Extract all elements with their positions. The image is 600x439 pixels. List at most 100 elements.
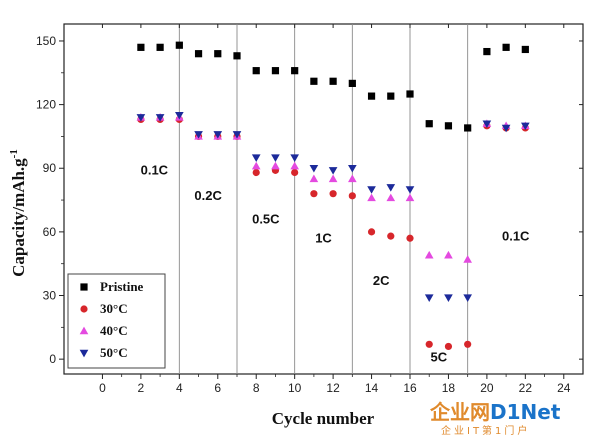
y-tick-label: 30 bbox=[43, 289, 57, 303]
data-point bbox=[387, 232, 395, 240]
data-point bbox=[444, 250, 453, 259]
data-point bbox=[483, 47, 491, 56]
x-tick-label: 10 bbox=[288, 381, 302, 395]
data-point bbox=[175, 41, 183, 49]
data-point bbox=[463, 255, 472, 263]
data-point bbox=[271, 154, 280, 162]
data-point bbox=[367, 228, 376, 236]
x-axis: 0 2 4 6 8 10 12 14 16 18 20 22 24 bbox=[99, 24, 571, 395]
data-point bbox=[251, 161, 261, 170]
data-point bbox=[502, 43, 510, 51]
x-tick-label: 22 bbox=[519, 381, 533, 395]
data-point bbox=[233, 52, 241, 60]
x-tick-label: 8 bbox=[253, 381, 260, 395]
legend-label: 50°C bbox=[100, 345, 128, 360]
x-tick-label: 24 bbox=[557, 381, 571, 395]
watermark-text-right: D1Net bbox=[490, 400, 561, 424]
data-point bbox=[444, 122, 453, 130]
data-point bbox=[348, 192, 356, 200]
y-axis-title-superscript: -1 bbox=[8, 149, 20, 158]
y-axis-title-main: Capacity/mAh.g bbox=[9, 158, 28, 277]
legend-marker bbox=[79, 326, 89, 335]
legend-marker bbox=[80, 283, 88, 291]
y-tick-label: 120 bbox=[36, 98, 56, 112]
legend-marker bbox=[79, 349, 89, 358]
y-tick-label: 150 bbox=[36, 34, 56, 48]
data-point bbox=[310, 77, 318, 85]
data-point bbox=[444, 294, 453, 302]
rate-label: 0.1C bbox=[141, 163, 169, 178]
x-tick-label: 14 bbox=[365, 381, 379, 395]
data-point bbox=[386, 184, 396, 192]
data-point bbox=[328, 167, 338, 175]
x-tick-label: 20 bbox=[480, 381, 494, 395]
y-tick-label: 60 bbox=[43, 225, 57, 239]
data-point bbox=[367, 92, 376, 100]
x-tick-label: 18 bbox=[442, 381, 456, 395]
data-point bbox=[137, 43, 145, 51]
data-point bbox=[406, 234, 414, 242]
data-point bbox=[194, 131, 203, 139]
svg-text:企业网D1Net: 企业网D1Net bbox=[429, 400, 561, 424]
data-point bbox=[521, 45, 529, 54]
data-point bbox=[232, 131, 242, 139]
data-point bbox=[252, 67, 260, 75]
x-tick-label: 4 bbox=[176, 381, 183, 395]
data-point bbox=[501, 124, 511, 133]
data-point bbox=[329, 190, 337, 198]
data-series bbox=[136, 41, 530, 351]
legend-label: Pristine bbox=[100, 279, 144, 294]
data-point bbox=[425, 120, 433, 128]
data-point bbox=[309, 174, 319, 183]
data-point bbox=[291, 168, 299, 177]
y-tick-label: 0 bbox=[49, 352, 56, 366]
rate-label: 0.5C bbox=[252, 211, 280, 226]
data-point bbox=[406, 90, 414, 98]
data-point bbox=[214, 50, 222, 58]
x-tick-label: 12 bbox=[326, 381, 340, 395]
data-point bbox=[348, 174, 357, 183]
data-point bbox=[155, 114, 165, 122]
data-point bbox=[309, 165, 319, 173]
data-point bbox=[290, 161, 299, 170]
plot-frame bbox=[63, 23, 584, 375]
series-1 bbox=[137, 115, 529, 351]
data-point bbox=[463, 294, 472, 302]
data-point bbox=[425, 340, 433, 348]
data-point bbox=[348, 165, 357, 173]
legend: Pristine 30°C 40°C 50°C bbox=[67, 273, 166, 369]
x-tick-label: 0 bbox=[99, 381, 106, 395]
data-point bbox=[367, 186, 376, 194]
data-point bbox=[521, 122, 530, 131]
rate-label: 5C bbox=[431, 349, 448, 364]
series-3 bbox=[136, 111, 530, 302]
data-point bbox=[290, 154, 299, 162]
x-tick-label: 16 bbox=[403, 381, 417, 395]
data-point bbox=[367, 193, 376, 202]
data-point bbox=[464, 124, 472, 132]
rate-label: 0.1C bbox=[502, 228, 530, 243]
rate-dividers bbox=[178, 24, 469, 374]
data-point bbox=[252, 168, 260, 177]
data-point bbox=[424, 294, 434, 302]
x-axis-title: Cycle number bbox=[272, 409, 375, 428]
y-axis-title: Capacity/mAh.g-1 bbox=[8, 149, 28, 277]
data-point bbox=[251, 154, 261, 162]
data-point bbox=[310, 190, 318, 198]
data-point bbox=[424, 250, 434, 259]
data-point bbox=[156, 43, 164, 51]
data-point bbox=[405, 186, 415, 194]
y-tick-label: 90 bbox=[43, 161, 57, 175]
data-point bbox=[386, 193, 396, 202]
x-tick-label: 6 bbox=[214, 381, 221, 395]
data-point bbox=[136, 114, 146, 122]
data-point bbox=[464, 340, 472, 348]
data-point bbox=[291, 67, 299, 75]
data-point bbox=[213, 131, 223, 139]
rate-label: 1C bbox=[315, 230, 332, 245]
y-axis: 0 30 60 90 120 150 bbox=[36, 34, 583, 366]
rate-labels: 0.1C 0.2C 0.5C 1C 2C 5C 0.1C bbox=[141, 163, 530, 365]
data-point bbox=[387, 92, 395, 100]
data-point bbox=[194, 50, 203, 58]
